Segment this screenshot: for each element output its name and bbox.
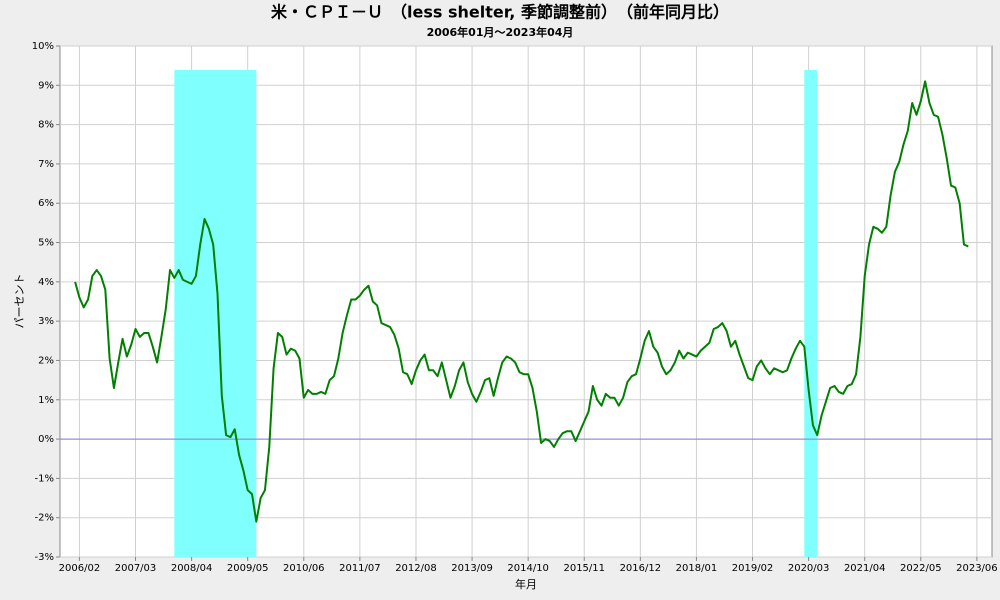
y-axis-label: パーセント	[13, 274, 26, 329]
y-tick-label: 10%	[32, 41, 54, 52]
y-tick-label: 4%	[38, 277, 54, 288]
x-tick-label: 2008/04	[171, 563, 213, 574]
x-tick-label: 2023/06	[956, 563, 998, 574]
y-tick-label: 8%	[38, 120, 54, 131]
x-tick-label: 2016/12	[620, 563, 662, 574]
y-tick-label: 5%	[38, 238, 54, 249]
x-tick-label: 2011/07	[339, 563, 381, 574]
chart-subtitle: 2006年01月～2023年04月	[427, 25, 574, 39]
x-tick-label: 2019/02	[732, 563, 774, 574]
x-tick-label: 2012/08	[395, 563, 437, 574]
y-tick-label: 1%	[38, 395, 54, 406]
y-tick-label: -1%	[35, 473, 54, 484]
shaded-period	[804, 70, 818, 557]
x-tick-label: 2018/01	[676, 563, 718, 574]
y-tick-label: 6%	[38, 198, 54, 209]
y-tick-label: 3%	[38, 316, 54, 327]
y-tick-label: 9%	[38, 80, 54, 91]
x-tick-label: 2022/05	[900, 563, 942, 574]
x-axis-label: 年月	[515, 577, 537, 591]
y-tick-label: 2%	[38, 355, 54, 366]
x-tick-label: 2009/05	[227, 563, 269, 574]
y-tick-label: -2%	[35, 513, 54, 524]
x-tick-label: 2006/02	[59, 563, 101, 574]
y-tick-label: 7%	[38, 159, 54, 170]
data-line	[74, 80, 969, 523]
shaded-period	[174, 70, 257, 557]
x-tick-label: 2015/11	[563, 563, 605, 574]
x-tick-label: 2021/04	[844, 563, 886, 574]
chart-title: 米・ＣＰＩ－Ｕ （less shelter, 季節調整前） （前年同月比）	[271, 3, 729, 22]
x-tick-label: 2013/09	[451, 563, 493, 574]
x-tick-label: 2020/03	[788, 563, 830, 574]
x-tick-label: 2007/03	[115, 563, 157, 574]
x-tick-label: 2010/06	[283, 563, 325, 574]
x-tick-label: 2014/10	[507, 563, 549, 574]
y-tick-label: -3%	[35, 552, 54, 563]
y-tick-label: 0%	[38, 434, 54, 445]
